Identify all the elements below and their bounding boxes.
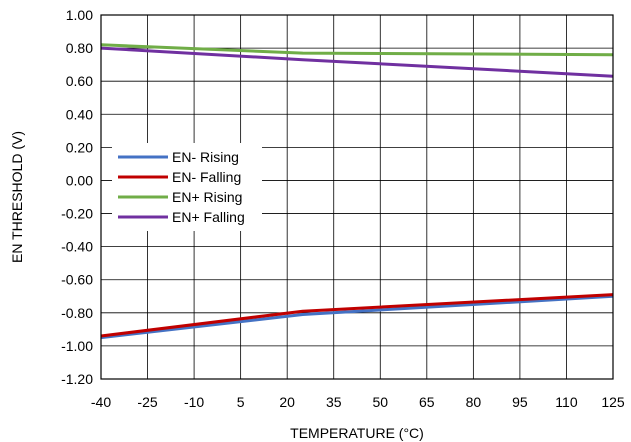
series-line-0 [100, 294, 614, 340]
x-tick-label: -40 [91, 394, 111, 410]
y-tick-label: -0.40 [61, 239, 93, 255]
series-line-3 [100, 46, 614, 78]
legend-label-0: EN- Rising [172, 149, 239, 165]
x-tick-label: -10 [184, 394, 204, 410]
y-tick-label: 0.20 [66, 139, 93, 155]
y-tick-label: 1.00 [66, 7, 93, 23]
y-tick-label: -0.80 [61, 305, 93, 321]
y-tick-label: -1.20 [61, 371, 93, 387]
legend-label-2: EN+ Rising [172, 189, 242, 205]
y-tick-label: 0.00 [66, 172, 93, 188]
x-tick-label: -25 [137, 394, 157, 410]
x-tick-label: 35 [326, 394, 342, 410]
plot-frame [100, 14, 614, 380]
legend-label-1: EN- Falling [172, 169, 241, 185]
y-tick-label: 0.40 [66, 106, 93, 122]
y-tick-label: -1.00 [61, 338, 93, 354]
series-line-1 [100, 293, 614, 338]
y-axis-title: EN THRESHOLD (V) [9, 131, 25, 263]
x-tick-label: 50 [372, 394, 388, 410]
x-tick-label: 125 [601, 394, 625, 410]
x-tick-label: 65 [419, 394, 435, 410]
y-tick-labels: 1.00 0.80 0.60 0.40 0.20 0.00 -0.20 -0.40 -0.60 -… [61, 7, 93, 387]
x-tick-label: 95 [512, 394, 528, 410]
y-tick-label: -0.20 [61, 206, 93, 222]
legend-label-3: EN+ Falling [172, 209, 245, 225]
legend: EN- Rising EN- Falling EN+ Rising EN+ Falli… [112, 143, 262, 231]
y-tick-label: 0.60 [66, 73, 93, 89]
x-tick-labels: -40 -25 -10 5 20 35 50 65 80 95 110 125 [91, 394, 625, 410]
x-tick-label: 110 [555, 394, 578, 410]
x-tick-label: 80 [466, 394, 482, 410]
x-tick-label: 20 [279, 394, 295, 410]
series-lines [100, 43, 614, 340]
y-tick-label: -0.60 [61, 272, 93, 288]
x-tick-label: 5 [237, 394, 245, 410]
y-tick-label: 0.80 [66, 40, 93, 56]
series-line-2 [100, 43, 614, 57]
x-axis-title: TEMPERATURE (°C) [290, 425, 424, 441]
